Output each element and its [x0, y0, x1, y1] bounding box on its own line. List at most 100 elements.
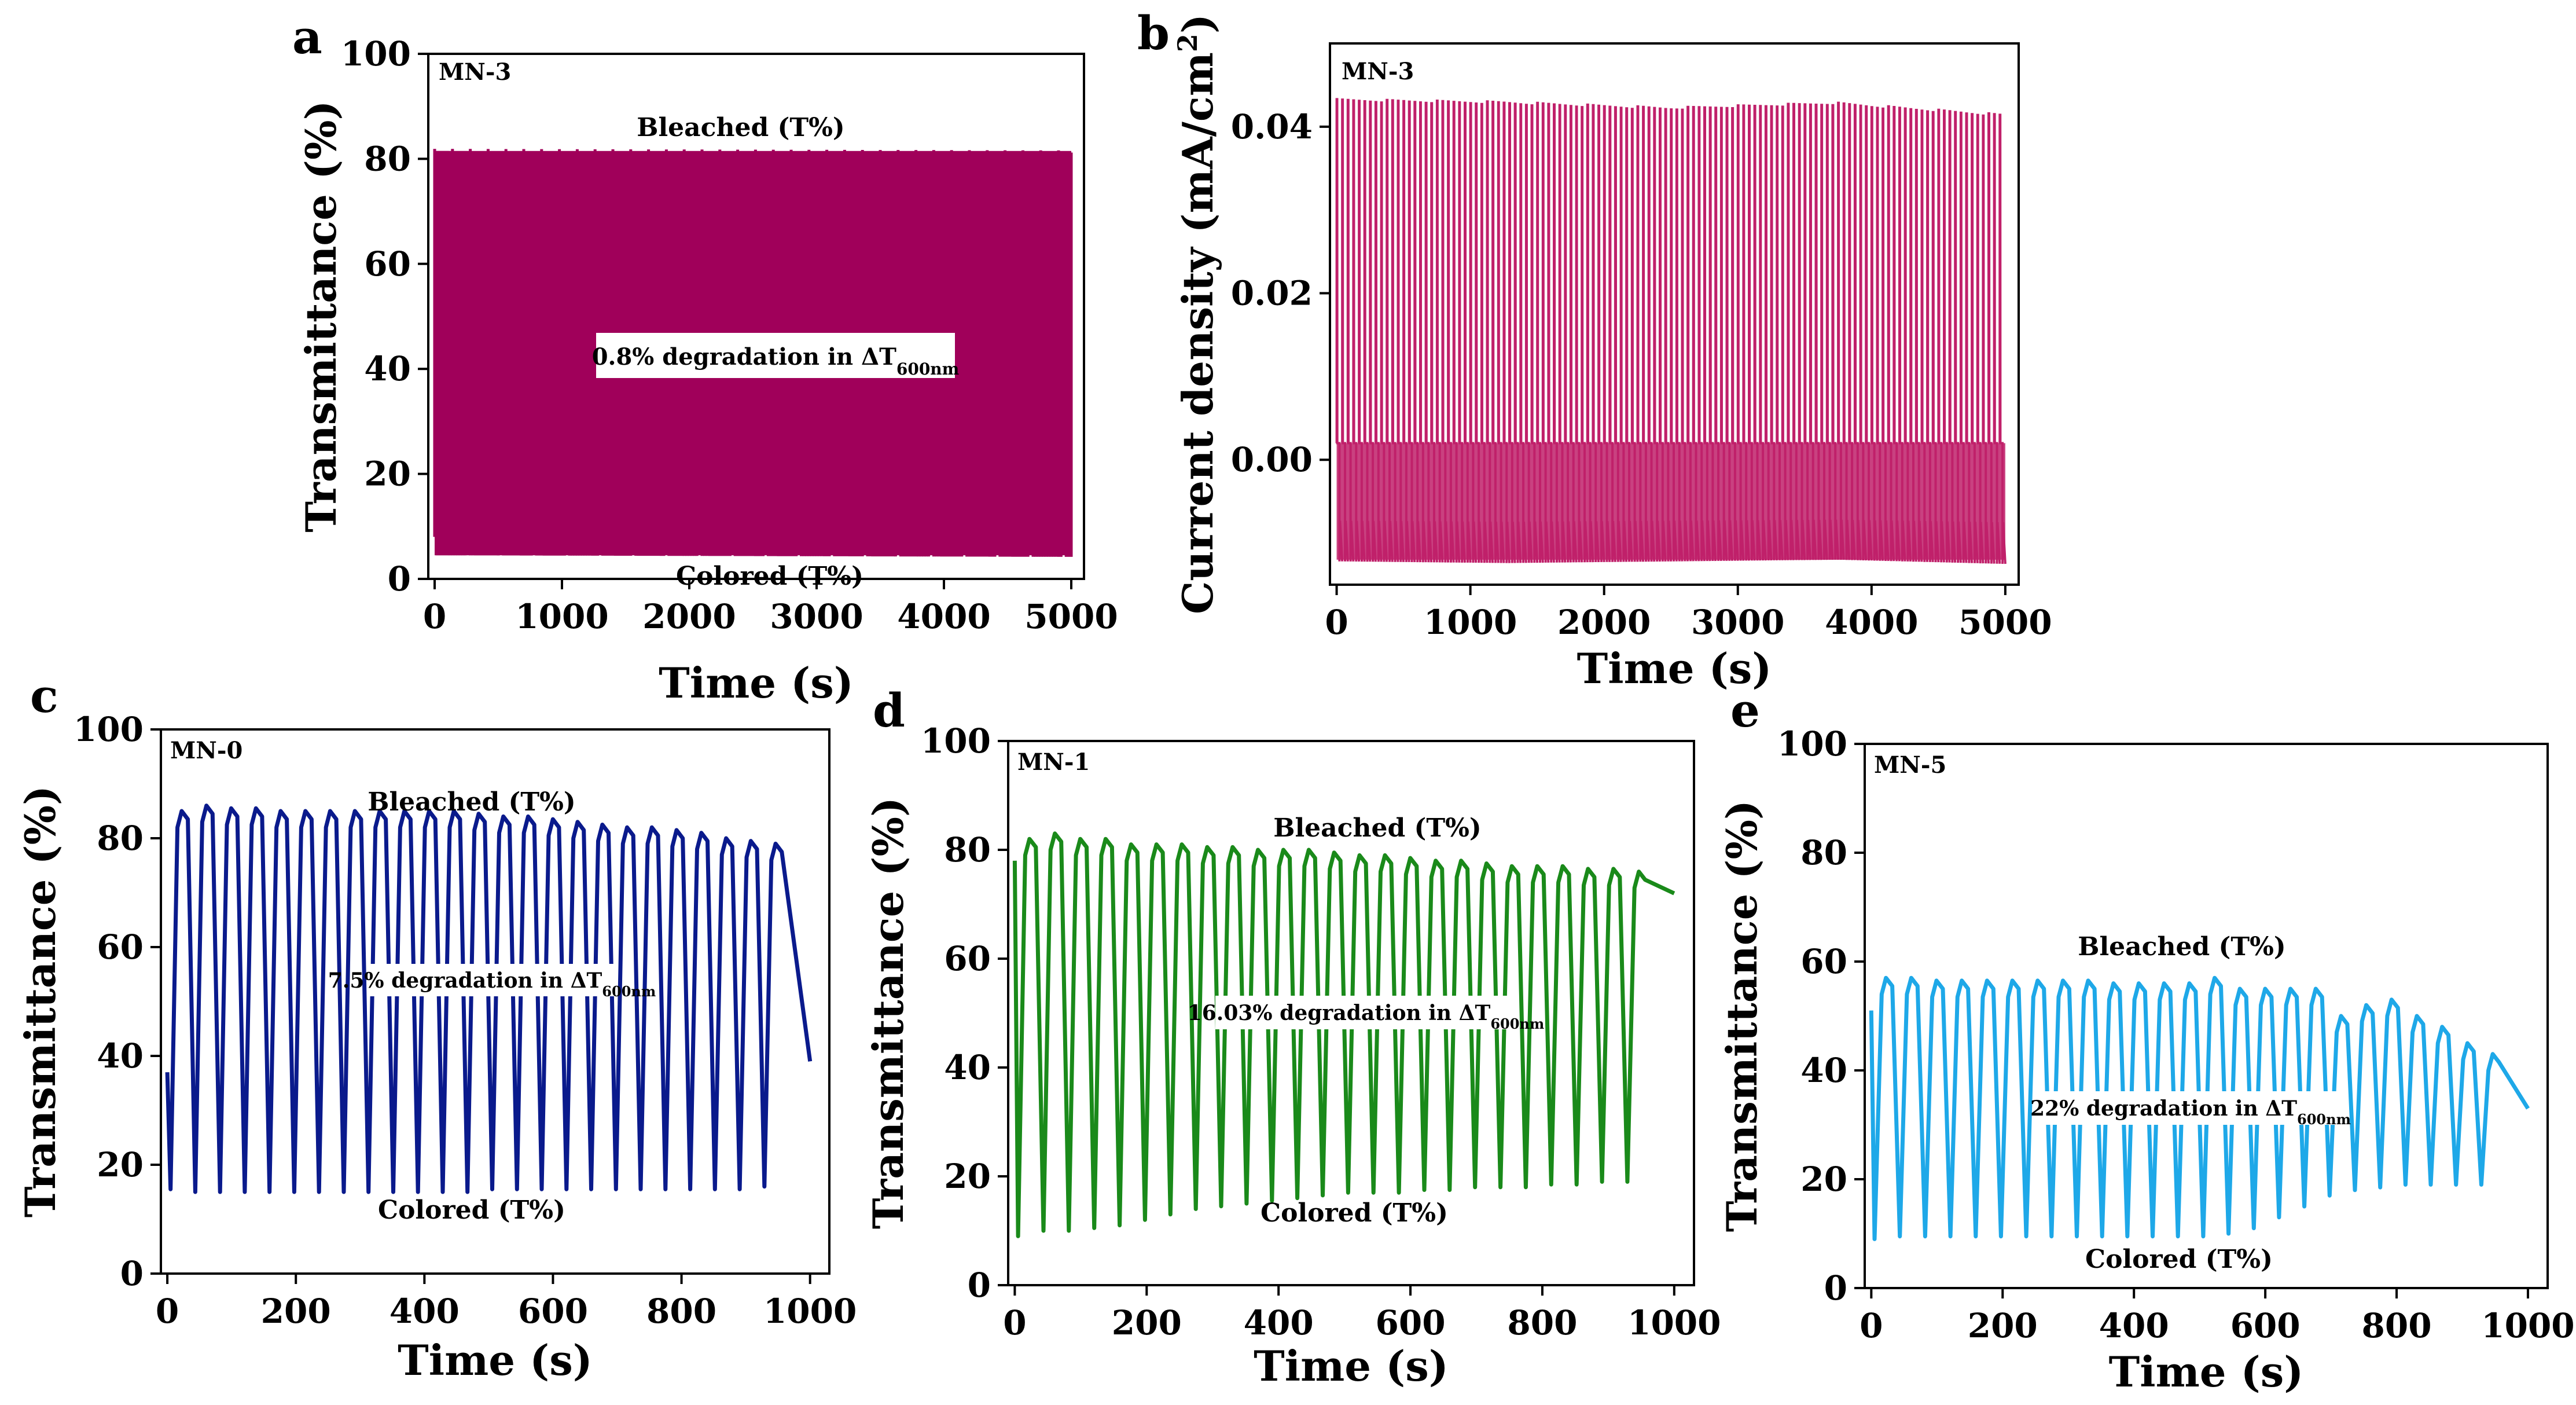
- x-tick-label: 5000: [1024, 597, 1118, 636]
- x-tick-label: 5000: [1958, 603, 2052, 642]
- y-tick-label: 20: [944, 1157, 991, 1196]
- degradation-box: [2040, 1091, 2341, 1125]
- y-tick-label: 20: [97, 1145, 144, 1184]
- y-tick-label: 0.00: [1231, 440, 1313, 479]
- bleached-label: Bleached (T%): [1273, 813, 1481, 843]
- series-line: [1335, 98, 2007, 564]
- x-tick-label: 4000: [1825, 603, 1918, 642]
- degradation-box: [596, 333, 955, 378]
- plot-frame: [1864, 743, 2549, 1289]
- y-tick-label: 40: [97, 1036, 144, 1076]
- x-tick-label: 0: [1325, 603, 1348, 642]
- degradation-label: 7.5% degradation in ΔT600nm: [328, 969, 656, 1000]
- y-tick-label: 0: [1824, 1268, 1847, 1308]
- x-tick-label: 1000: [515, 597, 608, 636]
- x-axis-label: Time (s): [2109, 1347, 2304, 1396]
- plot-frame: [160, 728, 831, 1275]
- x-tick-label: 1000: [1627, 1303, 1721, 1342]
- y-tick-label: 60: [364, 244, 411, 284]
- y-tick-label: 40: [1800, 1051, 1847, 1090]
- y-axis-label: Transmittance (%): [296, 100, 346, 532]
- bleached-label: Bleached (T%): [368, 787, 575, 817]
- panel-d: d 0 200 400 600 800 1000 0 20 40 60 80 100 Time (s) Tr…: [863, 683, 1721, 1391]
- series-line: [165, 804, 813, 1194]
- y-tick-label: 20: [1800, 1160, 1847, 1199]
- x-tick-label: 600: [2230, 1306, 2301, 1345]
- series-line: [1869, 975, 2530, 1241]
- sample-label: MN-1: [1017, 749, 1090, 776]
- sample-label: MN-0: [170, 737, 242, 764]
- panel-letter: e: [1730, 683, 1760, 738]
- y-axis-label: Transmittance (%): [863, 797, 913, 1229]
- colored-label: Colored (T%): [676, 562, 863, 591]
- x-axis-label: Time (s): [659, 658, 854, 707]
- y-tick-label: 0.04: [1231, 107, 1313, 146]
- x-axis-label: Time (s): [1254, 1341, 1449, 1391]
- x-tick-label: 400: [389, 1292, 460, 1331]
- x-tick-label: 400: [2099, 1306, 2169, 1345]
- x-tick-label: 3000: [770, 597, 863, 636]
- colored-label: Colored (T%): [378, 1195, 565, 1225]
- y-tick-label: 60: [97, 927, 144, 967]
- x-tick-label: 1000: [1424, 603, 1517, 642]
- panel-e: e 0 200 400 600 800 1000 0 20 40 60 80 100 Time (s) Tr…: [1717, 683, 2575, 1396]
- x-tick-label: 1000: [763, 1292, 857, 1331]
- x-tick-label: 200: [1112, 1303, 1182, 1342]
- degradation-box: [368, 964, 616, 996]
- y-axis-label: Transmittance (%): [16, 786, 65, 1217]
- x-tick-label: 3000: [1691, 603, 1784, 642]
- x-tick-label: 2000: [642, 597, 736, 636]
- panel-b: b 0 1000 2000 3000 4000 5000 0.00 0.02 0.04 Time (…: [1137, 6, 2052, 693]
- colored-label: Colored (T%): [2085, 1245, 2273, 1274]
- y-tick-label: 60: [944, 939, 991, 978]
- x-tick-label: 800: [1507, 1303, 1577, 1342]
- x-tick-label: 400: [1244, 1303, 1314, 1342]
- y-tick-label: 20: [364, 454, 411, 494]
- y-tick-label: 80: [944, 830, 991, 870]
- x-tick-label: 0: [1003, 1303, 1026, 1342]
- bleached-label: Bleached (T%): [2078, 932, 2285, 962]
- sample-label: MN-5: [1874, 751, 1946, 779]
- y-tick-label: 0: [968, 1265, 991, 1305]
- panel-c: c 0 200 400 600 800 1000 0 20 40 60 80 100 Time (s) Tr…: [16, 669, 857, 1385]
- x-tick-label: 600: [1376, 1303, 1446, 1342]
- x-tick-label: 200: [1968, 1306, 2038, 1345]
- y-axis-label: Current density (mA/cm2): [1172, 14, 1222, 614]
- y-tick-label: 100: [1777, 724, 1847, 764]
- y-tick-label: 100: [341, 34, 411, 74]
- x-tick-label: 0: [1860, 1306, 1883, 1345]
- y-tick-label: 0.02: [1231, 274, 1313, 313]
- sample-label: MN-3: [1342, 58, 1414, 85]
- degradation-label: 22% degradation in ΔT600nm: [2030, 1096, 2351, 1128]
- y-tick-label: 0: [388, 559, 411, 599]
- series-line: [1012, 831, 1675, 1238]
- degradation-label: 16.03% degradation in ΔT600nm: [1188, 1001, 1545, 1032]
- x-tick-label: 800: [2361, 1306, 2431, 1345]
- y-axis-label: Transmittance (%): [1717, 800, 1766, 1232]
- x-tick-label: 1000: [2481, 1306, 2574, 1345]
- plot-frame: [1329, 42, 2020, 586]
- y-tick-label: 40: [364, 349, 411, 388]
- plot-frame: [1007, 740, 1695, 1286]
- y-tick-label: 40: [944, 1048, 991, 1087]
- y-tick-label: 60: [1800, 942, 1847, 981]
- y-tick-label: 100: [74, 710, 144, 749]
- y-tick-label: 80: [97, 819, 144, 858]
- colored-label: Colored (T%): [1261, 1198, 1448, 1228]
- panel-letter: d: [873, 683, 905, 738]
- x-tick-label: 2000: [1557, 603, 1651, 642]
- y-tick-label: 100: [921, 721, 991, 761]
- x-tick-label: 4000: [897, 597, 990, 636]
- bleached-label: Bleached (T%): [637, 113, 844, 142]
- degradation-box: [1215, 996, 1516, 1029]
- y-tick-label: 80: [364, 139, 411, 178]
- y-tick-label: 0: [120, 1254, 144, 1293]
- x-tick-label: 0: [423, 597, 446, 636]
- x-tick-label: 0: [156, 1292, 179, 1331]
- panel-letter: a: [292, 10, 322, 64]
- panel-a: a 0 1000 2000 3000 4000 5000 0 20 40 60 80 100 Time (…: [292, 10, 1118, 707]
- x-axis-label: Time (s): [1577, 644, 1772, 693]
- x-axis-label: Time (s): [398, 1336, 593, 1385]
- x-tick-label: 200: [261, 1292, 331, 1331]
